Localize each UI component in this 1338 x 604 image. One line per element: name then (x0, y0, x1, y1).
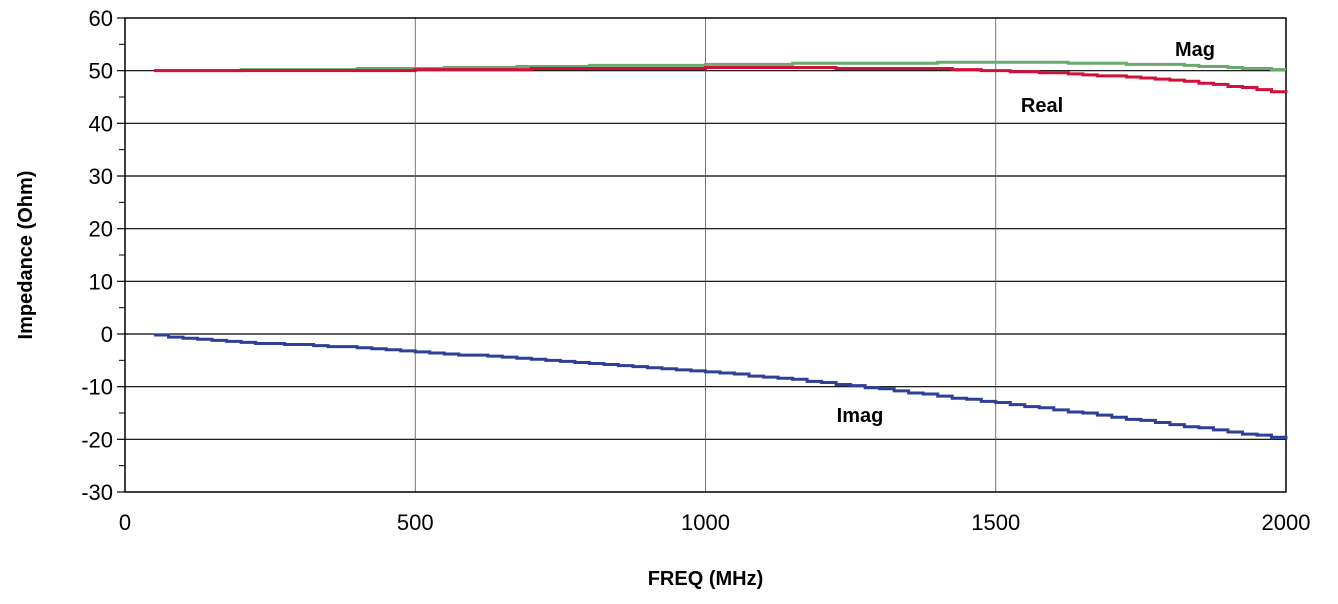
minor-ticks (117, 17, 125, 493)
y-tick-label: 20 (89, 217, 113, 242)
x-tick-label: 2000 (1262, 510, 1311, 535)
series-labels: Mag Real Imag (837, 39, 1215, 427)
plot-frame (124, 17, 1287, 493)
series-line-imag (154, 333, 1288, 440)
series-label-imag: Imag (837, 405, 884, 427)
y-tick-label: 0 (101, 322, 113, 347)
series-layer (154, 60, 1288, 440)
y-axis-title: Impedance (Ohm) (15, 171, 37, 340)
series-line-mag (154, 60, 1286, 73)
series-line-real (154, 66, 1288, 94)
series-label-mag: Mag (1175, 39, 1215, 61)
y-tick-label: 10 (89, 269, 113, 294)
y-tick-label: -10 (81, 375, 113, 400)
x-tick-label: 500 (397, 510, 434, 535)
series-label-real: Real (1021, 95, 1063, 117)
y-tick-label: 30 (89, 164, 113, 189)
y-tick-label: -20 (81, 427, 113, 452)
grid (125, 18, 1286, 492)
y-tick-label: -30 (81, 480, 113, 505)
x-tick-label: 1000 (681, 510, 730, 535)
x-tick-label: 1500 (971, 510, 1020, 535)
y-tick-label: 60 (89, 6, 113, 31)
tick-labels: -30 -20 -10 0 10 20 30 40 50 60 0 500 1000 1500 2000 (81, 6, 1310, 535)
y-tick-label: 50 (89, 59, 113, 84)
x-tick-label: 0 (119, 510, 131, 535)
y-tick-label: 40 (89, 111, 113, 136)
x-axis-title: FREQ (MHz) (648, 568, 764, 590)
